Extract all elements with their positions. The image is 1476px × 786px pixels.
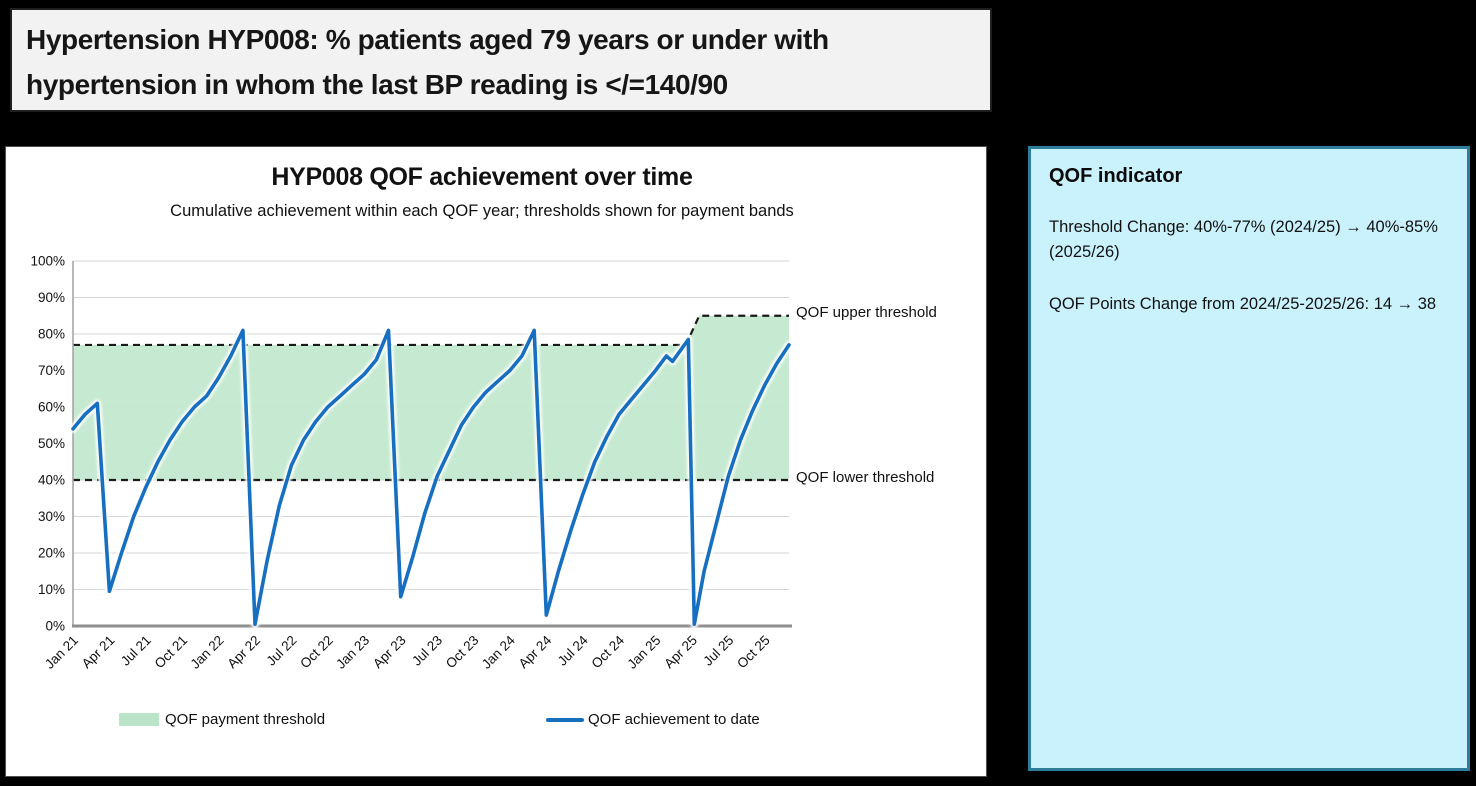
lower-threshold-label: QOF lower threshold	[796, 469, 935, 486]
x-tick-label: Jul 22	[263, 633, 299, 669]
chart-panel: 0% 10% 20% 30% 40% 50% 60% 70% 80% 90% 100% Jan 21 A…	[5, 146, 987, 777]
payment-threshold-swatch-icon	[119, 713, 159, 726]
x-tick-label: Apr 22	[224, 633, 263, 672]
qof-indicator-panel: QOF indicator Threshold Change: 40%-77% …	[1028, 146, 1470, 771]
x-tick-label: Apr 25	[661, 633, 700, 672]
y-tick-label: 10%	[38, 582, 65, 597]
legend-item-payment-threshold: QOF payment threshold	[119, 711, 325, 728]
chart-title: HYP008 QOF achievement over time	[271, 163, 693, 191]
payment-band-area	[73, 315, 789, 480]
report-title-banner: Hypertension HYP008: % patients aged 79 …	[10, 8, 992, 112]
x-tick-label: Jan 21	[42, 633, 81, 672]
x-tick-label: Oct 24	[588, 632, 627, 671]
x-tick-label: Jan 24	[479, 632, 519, 672]
achievement-line	[71, 328, 791, 627]
y-tick-label: 90%	[38, 290, 65, 305]
y-tick-label: 20%	[38, 546, 65, 561]
legend-label-achievement: QOF achievement to date	[588, 711, 760, 728]
achievement-line-swatch-icon	[546, 717, 584, 722]
x-tick-label: Jan 22	[187, 633, 226, 672]
chart-subtitle: Cumulative achievement within each QOF y…	[170, 202, 794, 220]
report-title-line1: Hypertension HYP008: % patients aged 79 …	[26, 24, 829, 55]
x-tick-label: Oct 21	[152, 633, 191, 672]
report-title-line2: hypertension in whom the last BP reading…	[26, 69, 728, 100]
x-tick-label: Jul 24	[555, 632, 591, 668]
y-tick-label: 100%	[30, 254, 65, 269]
legend-label-payment-threshold: QOF payment threshold	[165, 711, 326, 728]
x-tick-label: Oct 23	[443, 633, 482, 672]
y-tick-label: 80%	[38, 327, 65, 342]
points-change-text: QOF Points Change from 2024/25-2025/26: …	[1049, 294, 1437, 313]
y-tick-label: 40%	[38, 473, 65, 488]
x-tick-label: Apr 21	[79, 633, 118, 672]
x-tick-label: Oct 25	[734, 633, 773, 672]
qof-indicator-heading: QOF indicator	[1049, 165, 1183, 187]
x-tick-label: Jul 23	[409, 633, 445, 669]
qof-chart: 0%10%20%30%40%50%60%70%80%90%100%Jan 21A…	[30, 254, 793, 672]
upper-threshold-dashes	[73, 314, 789, 347]
x-tick-label: Apr 24	[516, 632, 555, 671]
x-tick-label: Jul 25	[700, 633, 736, 669]
threshold-change-text: Threshold Change: 40%-77% (2024/25) → 40…	[1049, 218, 1438, 261]
y-tick-label: 0%	[45, 619, 65, 634]
upper-threshold-label: QOF upper threshold	[796, 304, 937, 321]
x-tick-label: Jan 25	[624, 633, 663, 672]
x-tick-label: Oct 22	[297, 633, 336, 672]
x-tick-label: Apr 23	[370, 633, 409, 672]
y-tick-label: 70%	[38, 363, 65, 378]
y-tick-label: 60%	[38, 400, 65, 415]
x-tick-label: Jul 21	[118, 633, 154, 669]
x-tick-label: Jan 23	[333, 633, 372, 672]
legend-item-achievement: QOF achievement to date	[546, 711, 760, 728]
y-tick-label: 50%	[38, 436, 65, 451]
y-tick-label: 30%	[38, 509, 65, 524]
